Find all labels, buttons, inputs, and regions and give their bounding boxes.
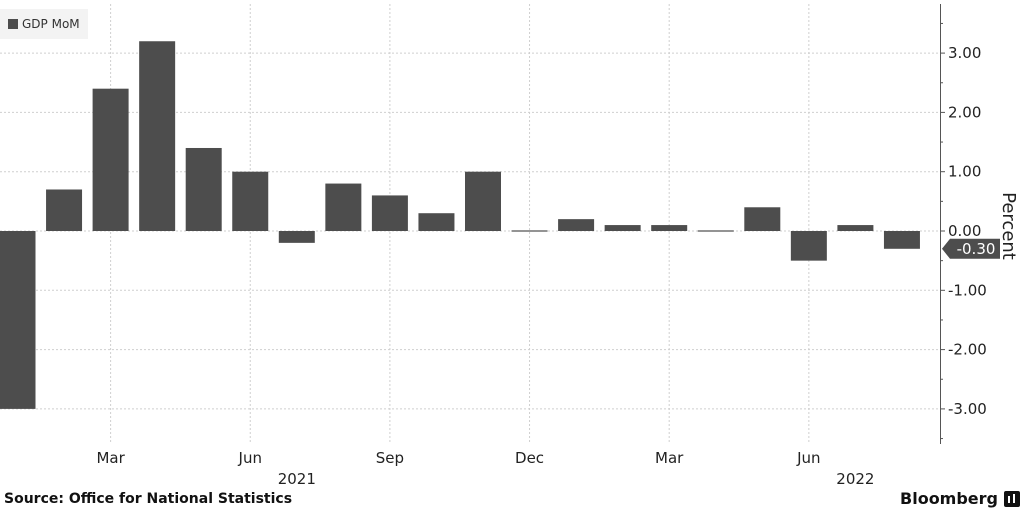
bar-2021-03 [92,88,129,232]
legend-label: GDP MoM [22,17,80,31]
x-tick-label: Jun [796,449,820,467]
x-tick-label: Sep [376,449,404,467]
y-axis-title: Percent [998,192,1019,260]
y-tick-label: -1.00 [948,281,987,299]
y-tick-label: 2.00 [948,103,981,121]
bar-2021-08 [325,183,362,231]
bar-2022-04 [697,230,734,232]
bar-2022-07 [837,225,874,231]
bar-2022-08 [883,231,920,249]
x-tick-label: Mar [655,449,684,467]
brand-name: Bloomberg [900,489,998,508]
bar-2021-10 [418,213,455,231]
y-tick-label: 0.00 [948,222,981,240]
source-note: Source: Office for National Statistics [4,491,293,507]
bar-2021-06 [232,171,269,231]
bar-2022-05 [744,207,781,231]
last-value-label: -0.30 [957,240,996,258]
x-year-label: 2022 [836,470,874,488]
x-year-label: 2021 [278,470,316,488]
y-tick-label: 3.00 [948,44,981,62]
bar-2021-07 [278,231,315,243]
x-tick-label: Jun [238,449,262,467]
bloomberg-logo-icon [1004,491,1020,507]
bar-2021-02 [46,189,83,231]
y-tick-label: -3.00 [948,400,987,418]
bar-2022-02 [604,225,641,231]
bar-2021-11 [465,171,501,231]
bar-2021-12 [511,230,548,232]
x-tick-label: Mar [96,449,125,467]
footer: Source: Office for National Statistics B… [0,488,1024,512]
bar-2022-03 [651,225,688,231]
bar-2022-06 [790,231,827,261]
bar-2022-01 [558,219,595,231]
legend: GDP MoM [0,9,88,39]
bar-2021-09 [371,195,408,231]
last-value-marker [942,238,1000,259]
bar-2021-05 [185,147,222,231]
y-tick-label: 1.00 [948,163,981,181]
bar-2021-04 [139,41,176,231]
legend-swatch [8,19,18,29]
bar-2021-01 [0,231,36,409]
y-tick-label: -2.00 [948,341,987,359]
x-tick-label: Dec [515,449,544,467]
